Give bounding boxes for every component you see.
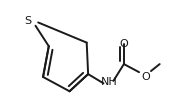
Text: O: O [141,71,150,81]
Text: S: S [24,16,31,26]
Text: O: O [120,39,128,49]
Text: NH: NH [101,76,118,86]
